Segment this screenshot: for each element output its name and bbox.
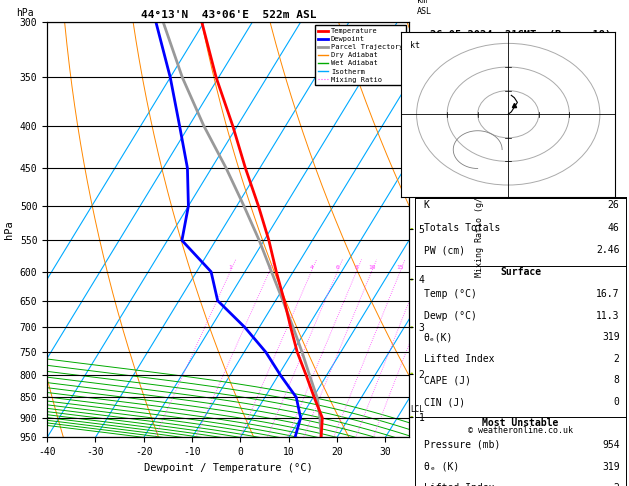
Y-axis label: hPa: hPa: [4, 220, 14, 239]
Text: 8: 8: [355, 265, 359, 270]
Text: 2: 2: [614, 483, 620, 486]
Text: 0: 0: [614, 397, 620, 407]
X-axis label: Dewpoint / Temperature (°C): Dewpoint / Temperature (°C): [144, 463, 313, 473]
Text: Lifted Index: Lifted Index: [424, 354, 494, 364]
Text: θₑ (K): θₑ (K): [424, 462, 459, 471]
Text: CIN (J): CIN (J): [424, 397, 465, 407]
Text: 2.46: 2.46: [596, 245, 620, 256]
Text: Surface: Surface: [500, 267, 541, 278]
Text: 319: 319: [602, 462, 620, 471]
Bar: [415, 256, 423, 268]
Text: PW (cm): PW (cm): [424, 245, 465, 256]
Text: 2: 2: [267, 265, 271, 270]
Text: Temp (°C): Temp (°C): [424, 289, 477, 299]
Text: 954: 954: [602, 440, 620, 450]
Text: 15: 15: [396, 265, 404, 270]
Text: CAPE (J): CAPE (J): [424, 376, 470, 385]
Text: © weatheronline.co.uk: © weatheronline.co.uk: [468, 426, 573, 435]
Text: 26: 26: [608, 200, 620, 210]
Text: hPa: hPa: [16, 8, 34, 17]
Text: 6: 6: [335, 265, 339, 270]
Text: 2: 2: [614, 354, 620, 364]
Legend: Temperature, Dewpoint, Parcel Trajectory, Dry Adiabat, Wet Adiabat, Isotherm, Mi: Temperature, Dewpoint, Parcel Trajectory…: [315, 25, 406, 86]
Text: 1: 1: [228, 265, 232, 270]
Text: 319: 319: [602, 332, 620, 342]
Bar: [415, 213, 423, 225]
Text: 16.7: 16.7: [596, 289, 620, 299]
Text: 26.05.2024  21GMT  (Base: 18): 26.05.2024 21GMT (Base: 18): [430, 30, 611, 40]
Text: Totals Totals: Totals Totals: [424, 223, 500, 233]
Text: Lifted Index: Lifted Index: [424, 483, 494, 486]
Title: 44°13'N  43°06'E  522m ASL: 44°13'N 43°06'E 522m ASL: [140, 10, 316, 20]
Text: km
ASL: km ASL: [417, 0, 431, 16]
Text: 46: 46: [608, 223, 620, 233]
Text: LCL: LCL: [410, 405, 424, 414]
Text: Most Unstable: Most Unstable: [482, 418, 559, 428]
Bar: [415, 235, 423, 246]
Text: Dewp (°C): Dewp (°C): [424, 311, 477, 321]
Text: kt: kt: [411, 41, 420, 50]
Text: θₑ(K): θₑ(K): [424, 332, 453, 342]
Text: 11.3: 11.3: [596, 311, 620, 321]
Text: 8: 8: [614, 376, 620, 385]
Text: K: K: [424, 200, 430, 210]
Text: 10: 10: [368, 265, 376, 270]
Text: Mixing Ratio (g/kg): Mixing Ratio (g/kg): [475, 182, 484, 277]
Text: 4: 4: [309, 265, 313, 270]
Bar: [415, 278, 423, 290]
Text: Pressure (mb): Pressure (mb): [424, 440, 500, 450]
